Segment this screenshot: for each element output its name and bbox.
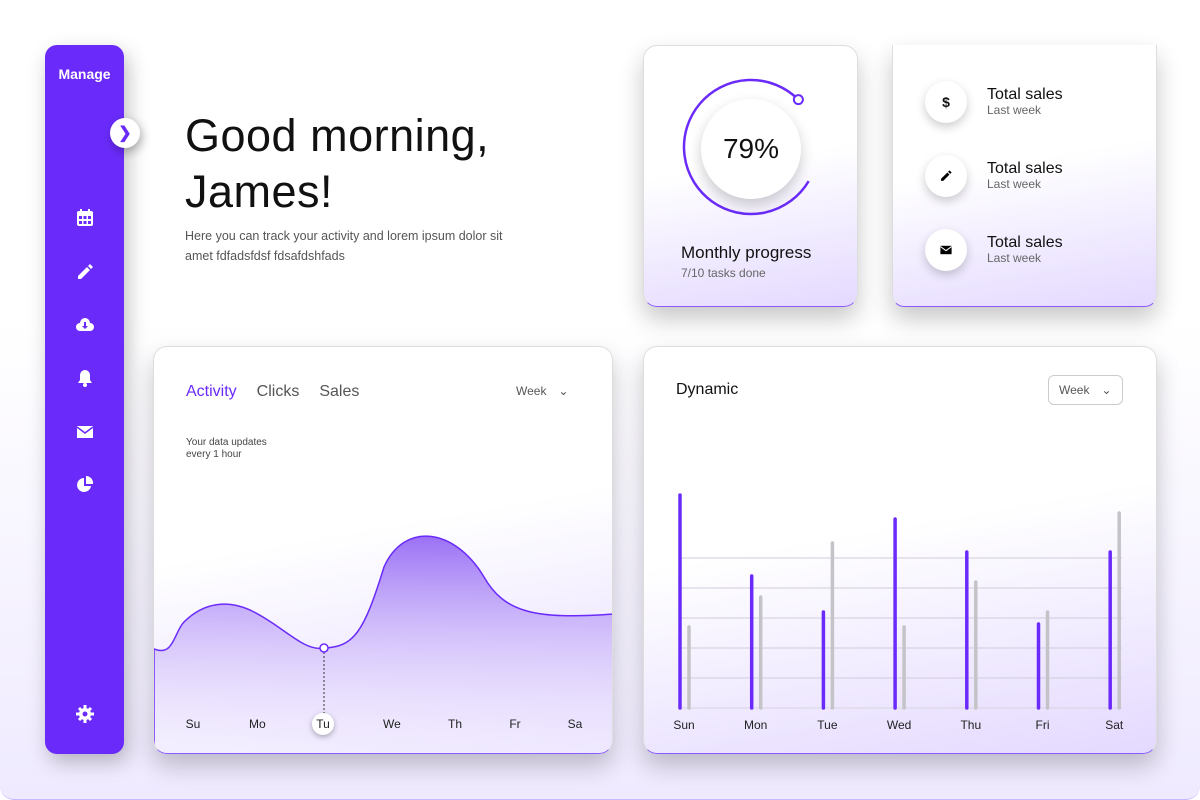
stat-title: Total sales (987, 234, 1063, 251)
note-line: Your data updates (186, 437, 267, 448)
tab-activity[interactable]: Activity (186, 383, 237, 400)
stat-subtitle: Last week (987, 251, 1042, 265)
x-tick-label: Fri (1036, 718, 1050, 732)
sidebar-item-download[interactable] (45, 315, 124, 335)
period-value: Week (1059, 383, 1090, 397)
chevron-right-icon: ❯ (118, 125, 132, 142)
update-note: Your data updates every 1 hour (186, 437, 267, 461)
stat-item[interactable]: Total sales Last week (925, 155, 1063, 197)
tab-clicks[interactable]: Clicks (256, 383, 300, 400)
day-label-we[interactable]: We (383, 717, 401, 731)
day-label-tu[interactable]: Tu (316, 717, 330, 731)
stat-title: Total sales (987, 160, 1063, 177)
day-label-th[interactable]: Th (447, 717, 462, 731)
day-label-sa[interactable]: Sa (567, 717, 583, 731)
activity-card: Activity Clicks Sales Week ⌄ Your data up… (153, 346, 613, 754)
sales-stats-card: $ Total sales Last week Total sales Last we… (892, 45, 1157, 307)
area-fill (154, 535, 612, 753)
calendar-icon (76, 209, 93, 226)
pencil-icon (77, 264, 93, 279)
bell-icon (77, 370, 92, 387)
chevron-down-icon: ⌄ (558, 384, 569, 398)
tab-sales[interactable]: Sales (319, 383, 360, 400)
activity-area-chart (154, 535, 612, 753)
sidebar-item-mail[interactable] (45, 422, 124, 442)
period-value: Week (516, 384, 547, 398)
activity-period-select[interactable]: Week ⌄ (516, 384, 569, 398)
sidebar-item-notifications[interactable] (45, 368, 124, 388)
sidebar-title: Manage (58, 66, 111, 82)
note-line: every 1 hour (186, 449, 242, 460)
day-label-fr[interactable]: Fr (509, 717, 521, 731)
stat-title: Total sales (987, 86, 1063, 103)
dynamic-title: Dynamic (676, 381, 739, 398)
day-label-su[interactable]: Su (185, 717, 201, 731)
x-tick-label: Sat (1105, 718, 1124, 732)
cloud-download-icon (75, 318, 94, 331)
progress-ring (682, 78, 810, 216)
dynamic-bar-chart: Sun Mon Tue Wed Thu Fri Sat (673, 493, 1124, 732)
stat-item[interactable]: Total sales Last week (925, 229, 1063, 271)
dollar-icon: $ (925, 81, 967, 123)
x-tick-label: Wed (887, 718, 911, 732)
selected-point-marker[interactable] (319, 643, 329, 653)
x-tick-label: Sun (673, 718, 694, 732)
greeting-subtitle: Here you can track your activity and lor… (185, 229, 503, 263)
day-label-mo[interactable]: Mo (249, 717, 266, 731)
monthly-progress-card: 79% Monthly progress 7/10 tasks done (643, 45, 858, 307)
progress-marker (792, 94, 804, 106)
selected-day-highlight (312, 713, 334, 735)
pencil-icon (925, 155, 967, 197)
settings-button[interactable] (45, 704, 124, 724)
pie-chart-icon (76, 475, 93, 492)
dynamic-card: Dynamic Week ⌄ Sun Mon Tue Wed Thu Fri Sat (643, 346, 1157, 754)
greeting-line-2: James! (185, 166, 334, 217)
activity-tabs: Activity Clicks Sales (186, 383, 359, 401)
sidebar-item-calendar[interactable] (45, 208, 124, 228)
greeting-line-1: Good morning, (185, 110, 490, 161)
envelope-icon (76, 426, 93, 438)
x-tick-label: Tue (817, 718, 838, 732)
progress-title: Monthly progress (681, 243, 812, 262)
gear-icon (75, 705, 94, 723)
x-tick-label: Thu (960, 718, 981, 732)
sidebar-item-reports[interactable] (45, 475, 124, 495)
chevron-down-icon: ⌄ (1101, 383, 1112, 397)
greeting-heading: Good morning, James! (185, 108, 489, 220)
sidebar-toggle-button[interactable]: ❯ (110, 118, 140, 148)
progress-value: 79% (701, 99, 801, 199)
stat-subtitle: Last week (987, 103, 1042, 117)
stat-subtitle: Last week (987, 177, 1042, 191)
sidebar-item-edit[interactable] (45, 262, 124, 282)
progress-arc (682, 78, 810, 216)
envelope-icon (925, 229, 967, 271)
progress-subtitle: 7/10 tasks done (681, 266, 766, 280)
dynamic-period-select[interactable]: Week ⌄ (1048, 375, 1123, 405)
sidebar: Manage (45, 45, 124, 754)
x-tick-label: Mon (744, 718, 767, 732)
stat-item[interactable]: $ Total sales Last week (925, 81, 1063, 123)
